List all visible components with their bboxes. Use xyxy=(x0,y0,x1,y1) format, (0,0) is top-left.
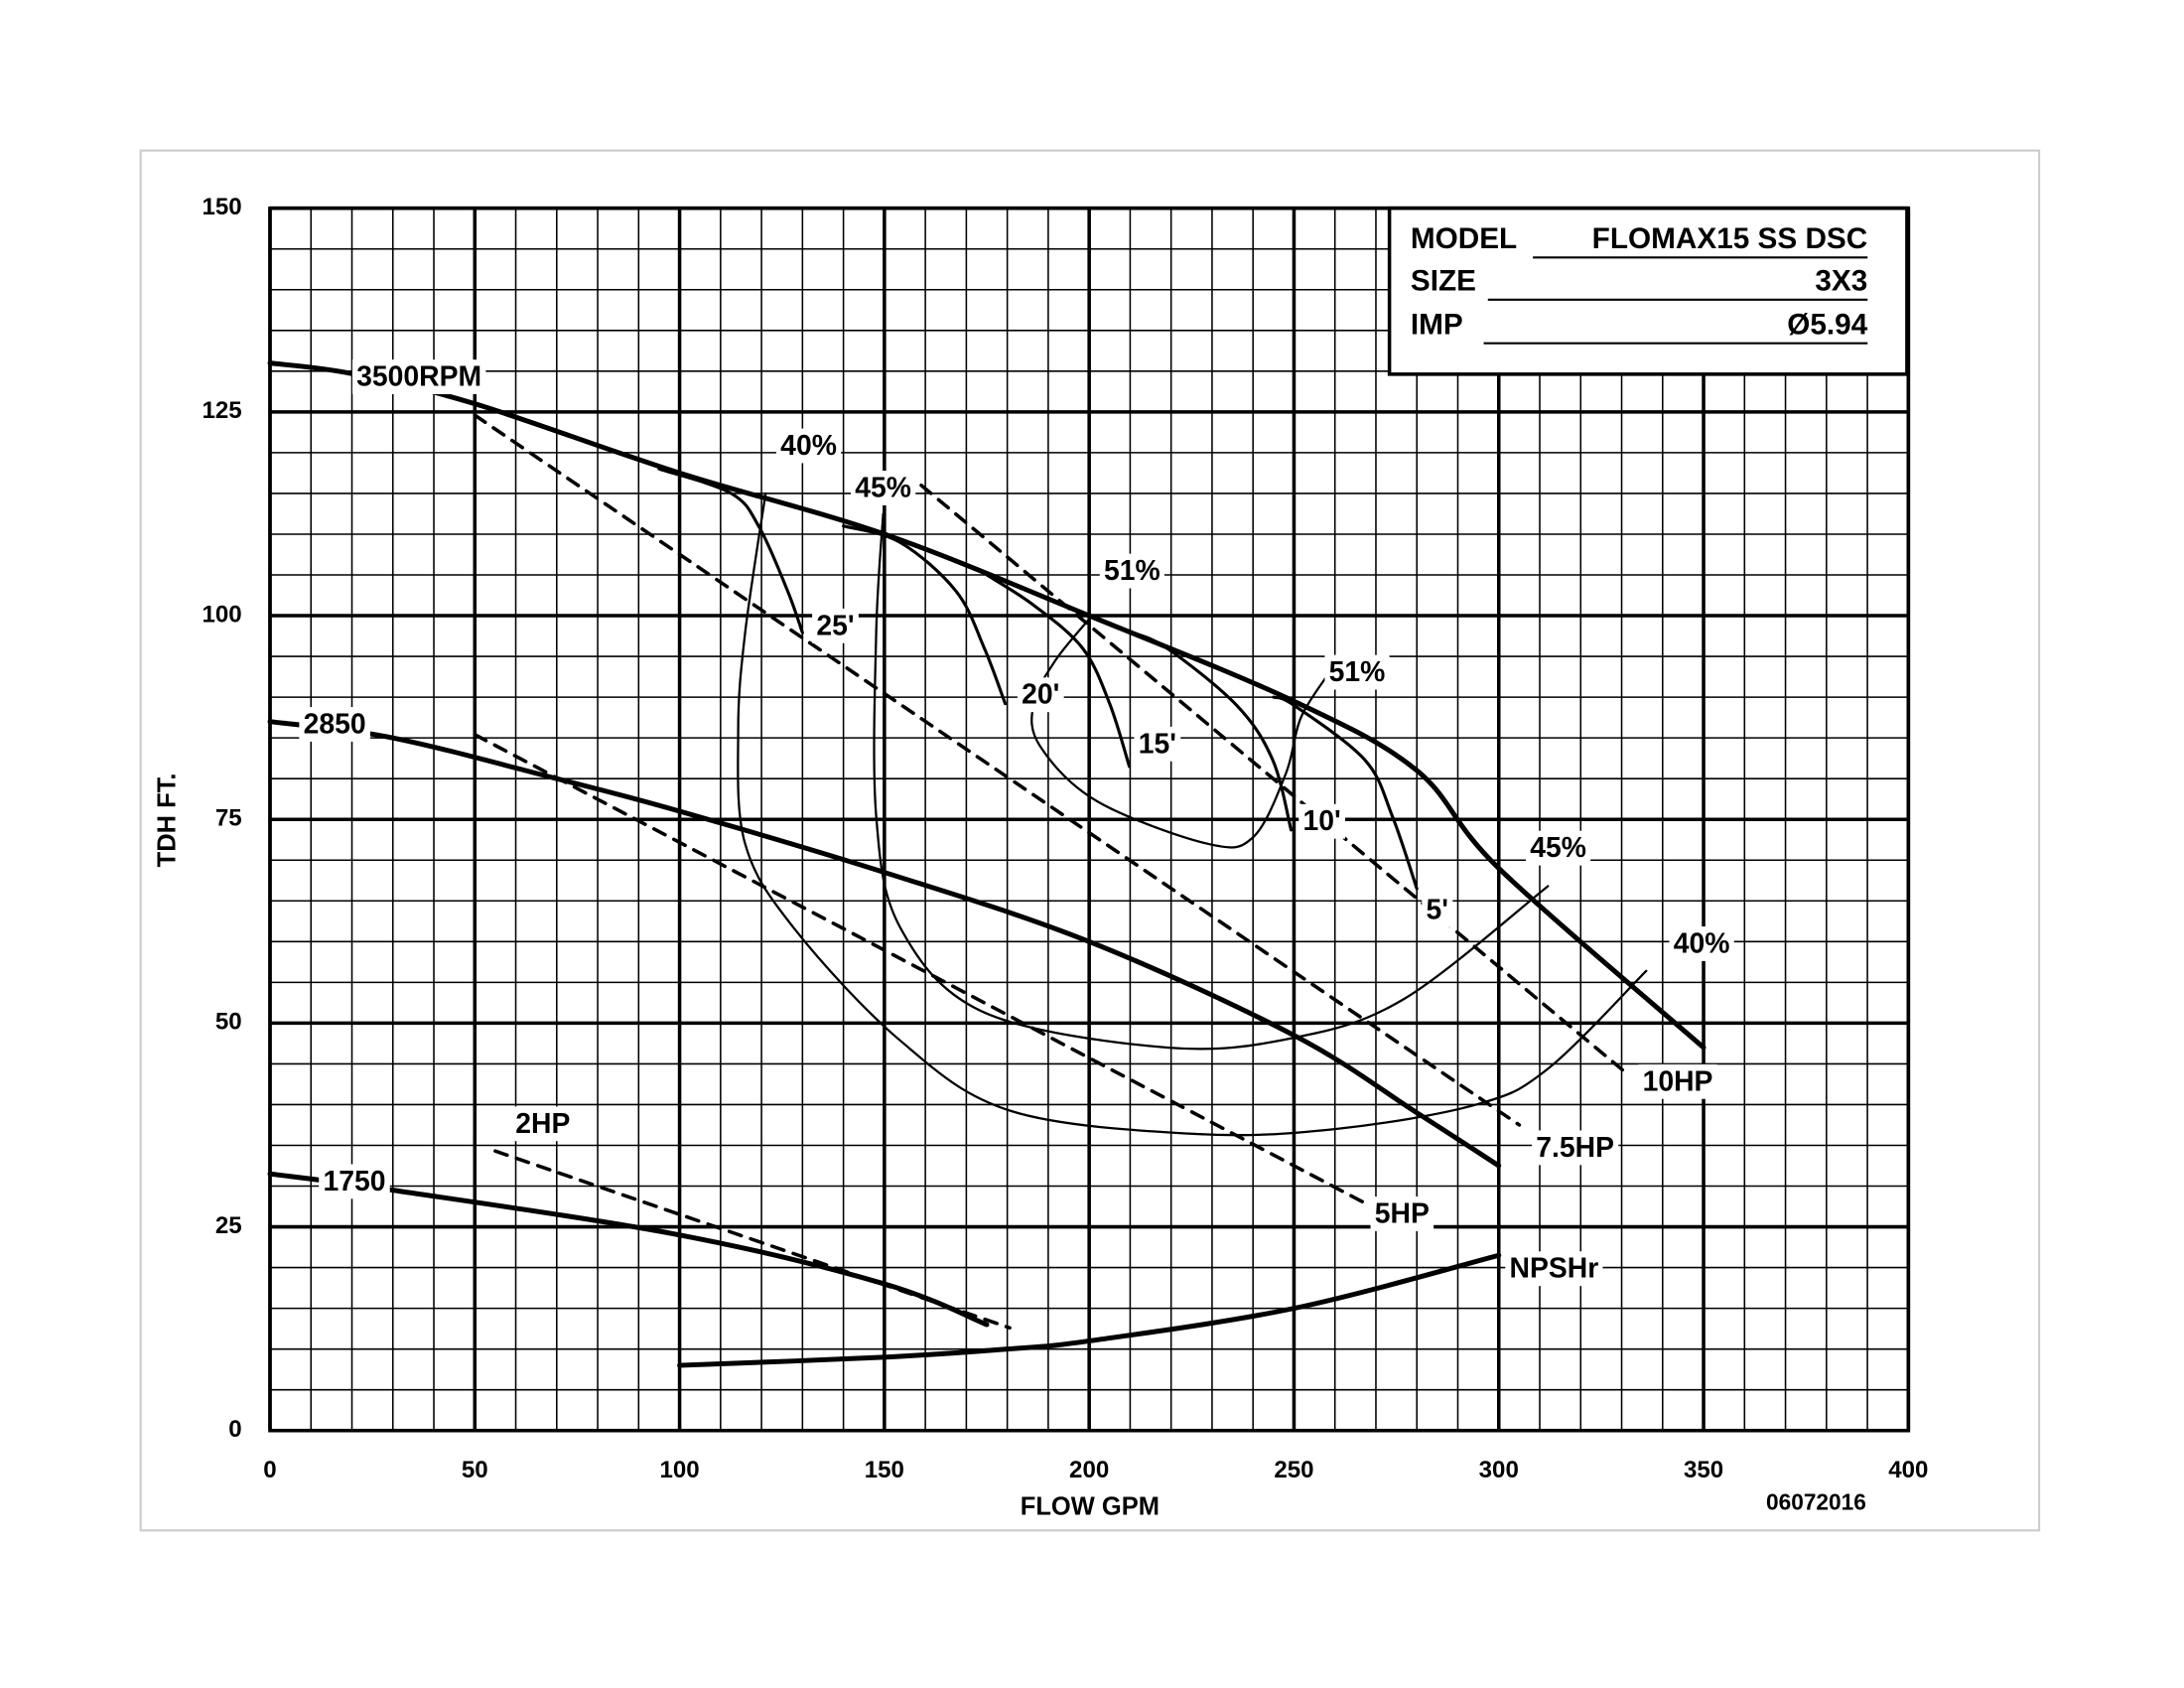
label-background xyxy=(775,428,842,464)
y-tick-label: 25 xyxy=(215,1212,242,1239)
label-background xyxy=(1370,1196,1434,1231)
curve-label: 2850 xyxy=(304,708,366,740)
x-tick-label: 350 xyxy=(1684,1457,1723,1483)
legend-model-label: MODEL xyxy=(1411,222,1517,255)
label-background xyxy=(1298,803,1345,839)
efficiency-curve xyxy=(873,512,1550,1051)
x-tick-label: 150 xyxy=(865,1457,904,1483)
label-background xyxy=(851,471,916,505)
power-curve xyxy=(919,483,1632,1078)
curve-label: 10HP xyxy=(1643,1065,1713,1097)
legend-imp: Ø5.94 xyxy=(1787,309,1867,342)
y-tick-label: 75 xyxy=(215,805,242,832)
head-curve xyxy=(267,360,1706,1051)
x-tick-label: 200 xyxy=(1069,1457,1109,1483)
legend-imp-label: IMP xyxy=(1411,309,1463,342)
label-background xyxy=(1669,926,1734,961)
curve-label: 5HP xyxy=(1375,1197,1430,1229)
head-curve xyxy=(677,1252,1502,1368)
suction-curve xyxy=(1272,695,1419,891)
curve-label: 20' xyxy=(1022,679,1059,711)
legend-size: 3X3 xyxy=(1815,265,1867,298)
label-background xyxy=(1134,726,1181,762)
curve-label: 10' xyxy=(1302,805,1340,837)
legend-model: FLOMAX15 SS DSC xyxy=(1592,222,1868,255)
label-background xyxy=(1422,893,1453,927)
label-background xyxy=(351,359,486,395)
head-curve xyxy=(267,719,1502,1169)
y-tick-label: 0 xyxy=(228,1416,241,1443)
label-background xyxy=(1017,677,1064,713)
curve-label: 45% xyxy=(855,472,911,503)
curve-label: 3500RPM xyxy=(356,361,481,393)
label-background xyxy=(511,1106,575,1142)
power-curve xyxy=(473,733,1366,1204)
label-background xyxy=(319,1164,390,1199)
suction-curve xyxy=(985,573,1132,769)
curve-label: 25' xyxy=(816,610,854,641)
x-axis-title: FLOW GPM xyxy=(1021,1492,1160,1520)
curve-label: 40% xyxy=(780,430,837,462)
label-background xyxy=(1526,830,1591,866)
y-tick-label: 150 xyxy=(202,194,241,220)
curve-label: 51% xyxy=(1329,656,1386,688)
x-tick-label: 50 xyxy=(462,1457,488,1483)
grid: 0 50 100 150 200 250 300 350 400 0 25 50 75 100 125 150 xyxy=(202,194,1928,1483)
efficiency-curve xyxy=(737,492,1648,1137)
curve-label: 2HP xyxy=(515,1108,570,1140)
suction-curve xyxy=(842,524,1008,706)
curve-label: 40% xyxy=(1674,927,1730,959)
y-tick-label: 50 xyxy=(215,1009,242,1036)
curve-label: 45% xyxy=(1530,832,1586,864)
curve-label: 51% xyxy=(1104,555,1160,587)
suction-curve xyxy=(657,467,804,634)
legend-frame xyxy=(1387,206,1909,376)
date-code: 06072016 xyxy=(1766,1488,1866,1514)
x-tick-label: 0 xyxy=(263,1457,276,1483)
curve-label: 15' xyxy=(1139,728,1176,760)
y-axis-title: TDH FT. xyxy=(154,773,182,867)
label-background xyxy=(1505,1251,1603,1287)
x-tick-label: 100 xyxy=(659,1457,699,1483)
label-background xyxy=(1324,654,1390,690)
label-background xyxy=(1099,553,1164,589)
y-tick-label: 100 xyxy=(202,601,241,628)
curve-label: 7.5HP xyxy=(1536,1132,1614,1164)
power-curve xyxy=(493,1149,1012,1331)
curve-label: 1750 xyxy=(323,1166,385,1197)
suction-curve xyxy=(1128,630,1294,832)
curves xyxy=(267,360,1706,1368)
x-tick-label: 300 xyxy=(1479,1457,1519,1483)
curve-label: 5' xyxy=(1427,894,1449,925)
legend-size-label: SIZE xyxy=(1411,265,1476,298)
x-tick-label: 400 xyxy=(1888,1457,1928,1483)
label-background xyxy=(299,707,370,742)
legend-box: MODEL FLOMAX15 SS DSC SIZE 3X3 IMP Ø5.94 xyxy=(1387,206,1909,376)
label-background xyxy=(1638,1063,1717,1099)
plot-border xyxy=(268,206,1911,1433)
label-background xyxy=(1531,1130,1619,1166)
labels: 3500RPM 2850 1750 NPSHr 10HP 7.5HP 5HP 2HP 40% 40… xyxy=(299,359,1734,1287)
x-tick-label: 250 xyxy=(1274,1457,1313,1483)
label-background xyxy=(812,608,859,643)
curve-label: NPSHr xyxy=(1509,1253,1598,1285)
power-curve xyxy=(473,413,1522,1127)
y-tick-label: 125 xyxy=(202,397,241,424)
